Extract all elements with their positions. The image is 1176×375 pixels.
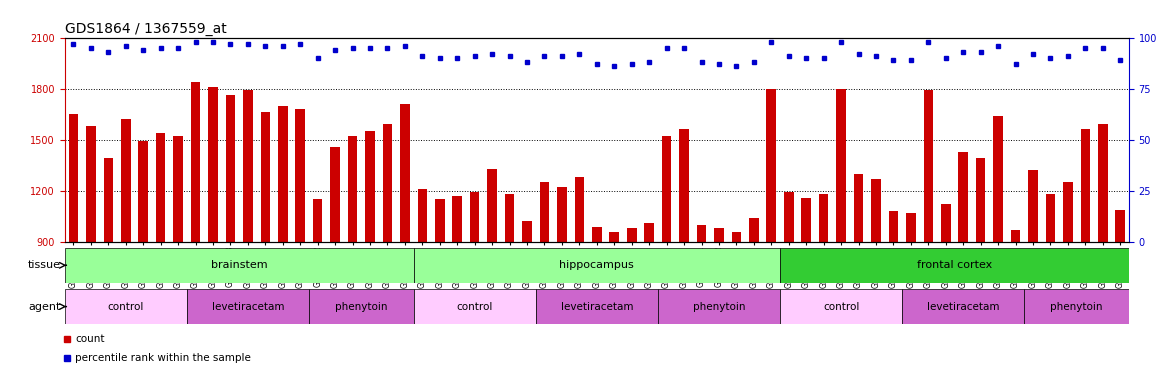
Bar <box>1116 210 1125 242</box>
Text: percentile rank within the sample: percentile rank within the sample <box>75 353 250 363</box>
Bar <box>417 189 427 242</box>
Text: control: control <box>823 302 860 312</box>
Text: control: control <box>456 302 493 312</box>
Bar <box>382 124 393 242</box>
Bar <box>191 82 200 242</box>
Bar <box>854 174 863 242</box>
Bar <box>976 158 985 242</box>
Bar <box>68 114 78 242</box>
Bar <box>1045 194 1055 242</box>
Text: frontal cortex: frontal cortex <box>917 260 993 270</box>
Bar <box>522 221 532 242</box>
Bar <box>1024 289 1129 324</box>
Bar <box>749 218 759 242</box>
Text: GDS1864 / 1367559_at: GDS1864 / 1367559_at <box>65 22 227 36</box>
Bar <box>680 129 689 242</box>
Text: tissue: tissue <box>28 260 61 270</box>
Text: agent: agent <box>28 302 61 312</box>
Bar <box>278 106 288 242</box>
Text: phenytoin: phenytoin <box>693 302 746 312</box>
Bar <box>65 248 414 283</box>
Bar <box>714 228 723 242</box>
Bar <box>902 289 1024 324</box>
Text: levetiracetam: levetiracetam <box>212 302 285 312</box>
Bar <box>871 179 881 242</box>
Bar <box>1081 129 1090 242</box>
Bar <box>780 289 902 324</box>
Bar <box>348 136 358 242</box>
Text: control: control <box>107 302 143 312</box>
Bar <box>470 192 480 242</box>
Bar <box>1010 230 1021 242</box>
Bar <box>330 147 340 242</box>
Bar <box>923 90 933 242</box>
Bar <box>1028 170 1037 242</box>
Bar <box>836 88 846 242</box>
Bar <box>309 289 414 324</box>
Bar <box>173 136 183 242</box>
Bar <box>261 112 270 242</box>
Bar <box>86 126 95 242</box>
Bar <box>414 248 780 283</box>
Bar <box>994 116 1003 242</box>
Bar <box>295 109 305 242</box>
Bar <box>540 182 549 242</box>
Bar <box>1063 182 1073 242</box>
Bar <box>487 169 497 242</box>
Bar <box>557 188 567 242</box>
Bar <box>657 289 780 324</box>
Bar <box>906 213 916 242</box>
Bar <box>592 226 602 242</box>
Bar <box>65 289 187 324</box>
Bar <box>696 225 707 242</box>
Bar <box>536 289 657 324</box>
Text: phenytoin: phenytoin <box>335 302 388 312</box>
Bar <box>208 87 218 242</box>
Bar <box>609 232 619 242</box>
Bar <box>243 90 253 242</box>
Text: phenytoin: phenytoin <box>1050 302 1103 312</box>
Text: levetiracetam: levetiracetam <box>927 302 1000 312</box>
Bar <box>644 223 654 242</box>
Bar <box>627 228 636 242</box>
Bar <box>366 131 375 242</box>
Bar <box>1098 124 1108 242</box>
Bar <box>784 192 794 242</box>
Bar <box>226 95 235 242</box>
Bar <box>662 136 671 242</box>
Bar <box>818 194 828 242</box>
Bar <box>575 177 584 242</box>
Bar <box>505 194 514 242</box>
Bar <box>187 289 309 324</box>
Bar <box>121 119 131 242</box>
Bar <box>414 289 536 324</box>
Bar <box>103 158 113 242</box>
Bar <box>453 196 462 242</box>
Bar <box>435 199 445 242</box>
Bar <box>958 152 968 242</box>
Text: brainstem: brainstem <box>211 260 267 270</box>
Text: hippocampus: hippocampus <box>560 260 634 270</box>
Bar <box>780 248 1129 283</box>
Bar <box>889 211 898 242</box>
Bar <box>156 133 166 242</box>
Bar <box>731 232 741 242</box>
Text: levetiracetam: levetiracetam <box>561 302 633 312</box>
Bar <box>767 88 776 242</box>
Text: count: count <box>75 334 105 344</box>
Bar <box>941 204 950 242</box>
Bar <box>313 199 322 242</box>
Bar <box>139 141 148 242</box>
Bar <box>400 104 409 242</box>
Bar <box>801 198 811 242</box>
